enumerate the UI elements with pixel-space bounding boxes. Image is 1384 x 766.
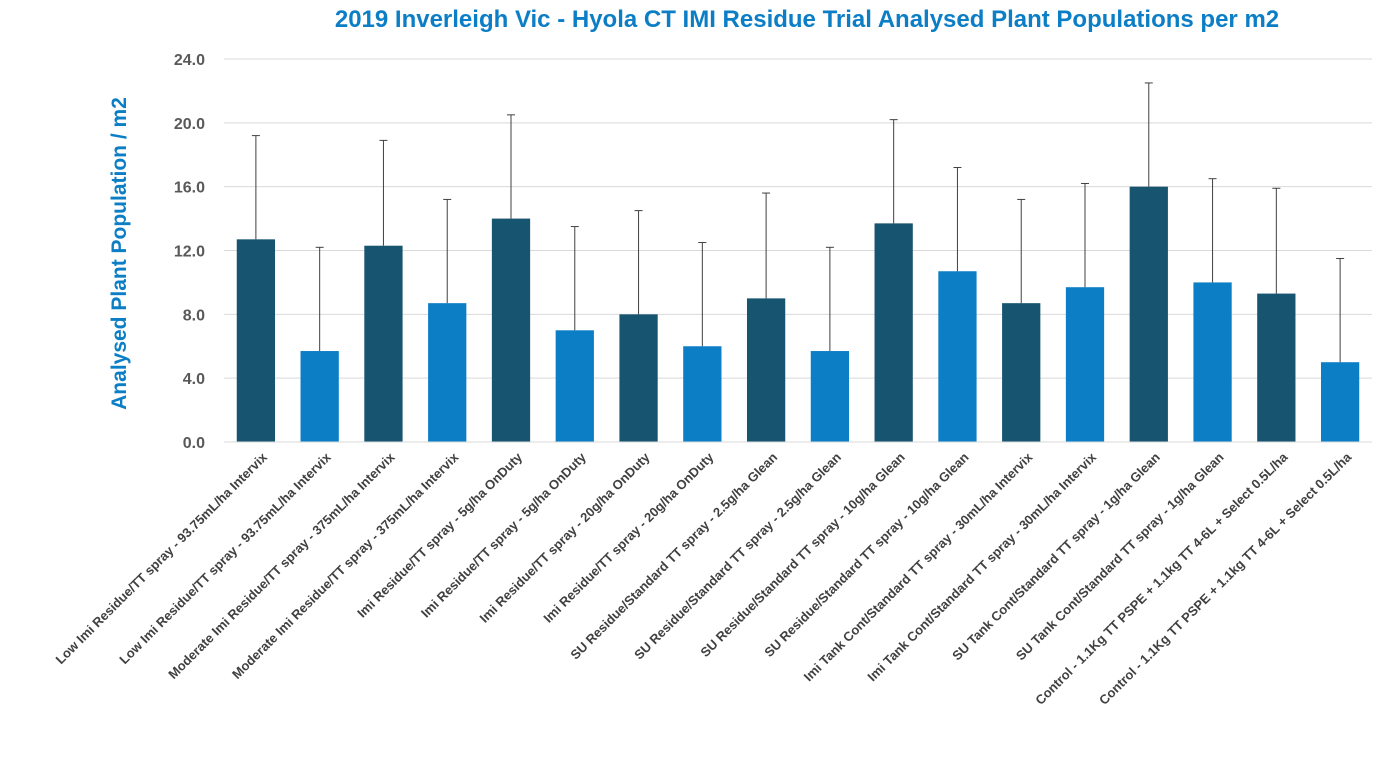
error-bar — [570, 226, 579, 331]
error-bar — [1208, 178, 1217, 283]
bar — [810, 351, 850, 442]
bar — [1002, 303, 1041, 442]
x-axis-category-labels: Low Imi Residue/TT spray - 93.75mL/ha In… — [53, 449, 1355, 708]
bar — [1257, 293, 1296, 442]
error-bar — [507, 114, 515, 219]
bar — [683, 346, 722, 442]
bar — [1320, 362, 1360, 442]
error-bar — [634, 210, 643, 315]
chart-title: 2019 Inverleigh Vic - Hyola CT IMI Resid… — [334, 6, 1280, 33]
error-bar — [762, 192, 771, 299]
error-bar — [953, 167, 962, 272]
x-category-label: Low Imi Residue/TT spray - 93.75mL/ha In… — [53, 449, 271, 667]
gridlines — [224, 58, 1372, 379]
error-bar — [1272, 187, 1281, 294]
bar — [874, 223, 913, 442]
bar — [1129, 186, 1168, 442]
error-bar — [698, 242, 707, 347]
y-axis-title: Analysed Plant Population / m2 — [108, 97, 131, 410]
error-bar — [1336, 257, 1345, 363]
error-bar — [251, 135, 260, 240]
y-tick-label: 24.0 — [174, 52, 205, 69]
y-tick-label: 20.0 — [174, 116, 205, 133]
bar — [300, 351, 339, 442]
x-category-label: Low Imi Residue/TT spray - 93.75mL/ha In… — [116, 449, 334, 667]
bar — [491, 218, 531, 442]
x-category-label: Moderate Imi Residue/TT spray - 375mL/ha… — [229, 449, 462, 682]
bar — [1065, 287, 1105, 442]
error-bars — [251, 82, 1345, 363]
bar — [428, 303, 467, 442]
error-bar — [443, 198, 452, 304]
y-tick-label: 12.0 — [174, 244, 205, 261]
x-category-label: Moderate Imi Residue/TT spray - 375mL/ha… — [165, 449, 398, 682]
x-category-label: Imi Tank Cont/Standard TT spray - 30mL/h… — [864, 449, 1099, 684]
error-bar — [1081, 182, 1089, 288]
bar — [236, 239, 276, 442]
y-tick-label: 8.0 — [183, 307, 205, 324]
error-bar — [1144, 82, 1153, 187]
error-bar — [379, 139, 388, 246]
bar — [364, 245, 403, 442]
bar — [555, 330, 594, 442]
bar — [619, 314, 658, 442]
error-bar — [825, 246, 834, 352]
error-bar — [1017, 198, 1026, 304]
bar — [746, 298, 786, 442]
y-tick-label: 16.0 — [174, 180, 205, 197]
error-bar — [889, 119, 898, 224]
bars — [236, 186, 1360, 442]
error-bar — [315, 246, 324, 352]
x-category-label: Imi Tank Cont/Standard TT spray - 30mL/h… — [801, 449, 1036, 684]
y-axis-tick-labels: 0.0 4.0 8.0 12.0 16.0 20.0 24.0 — [174, 52, 205, 452]
y-tick-label: 0.0 — [183, 435, 205, 452]
bar — [938, 271, 977, 442]
y-tick-label: 4.0 — [183, 371, 205, 388]
bar — [1193, 282, 1232, 442]
